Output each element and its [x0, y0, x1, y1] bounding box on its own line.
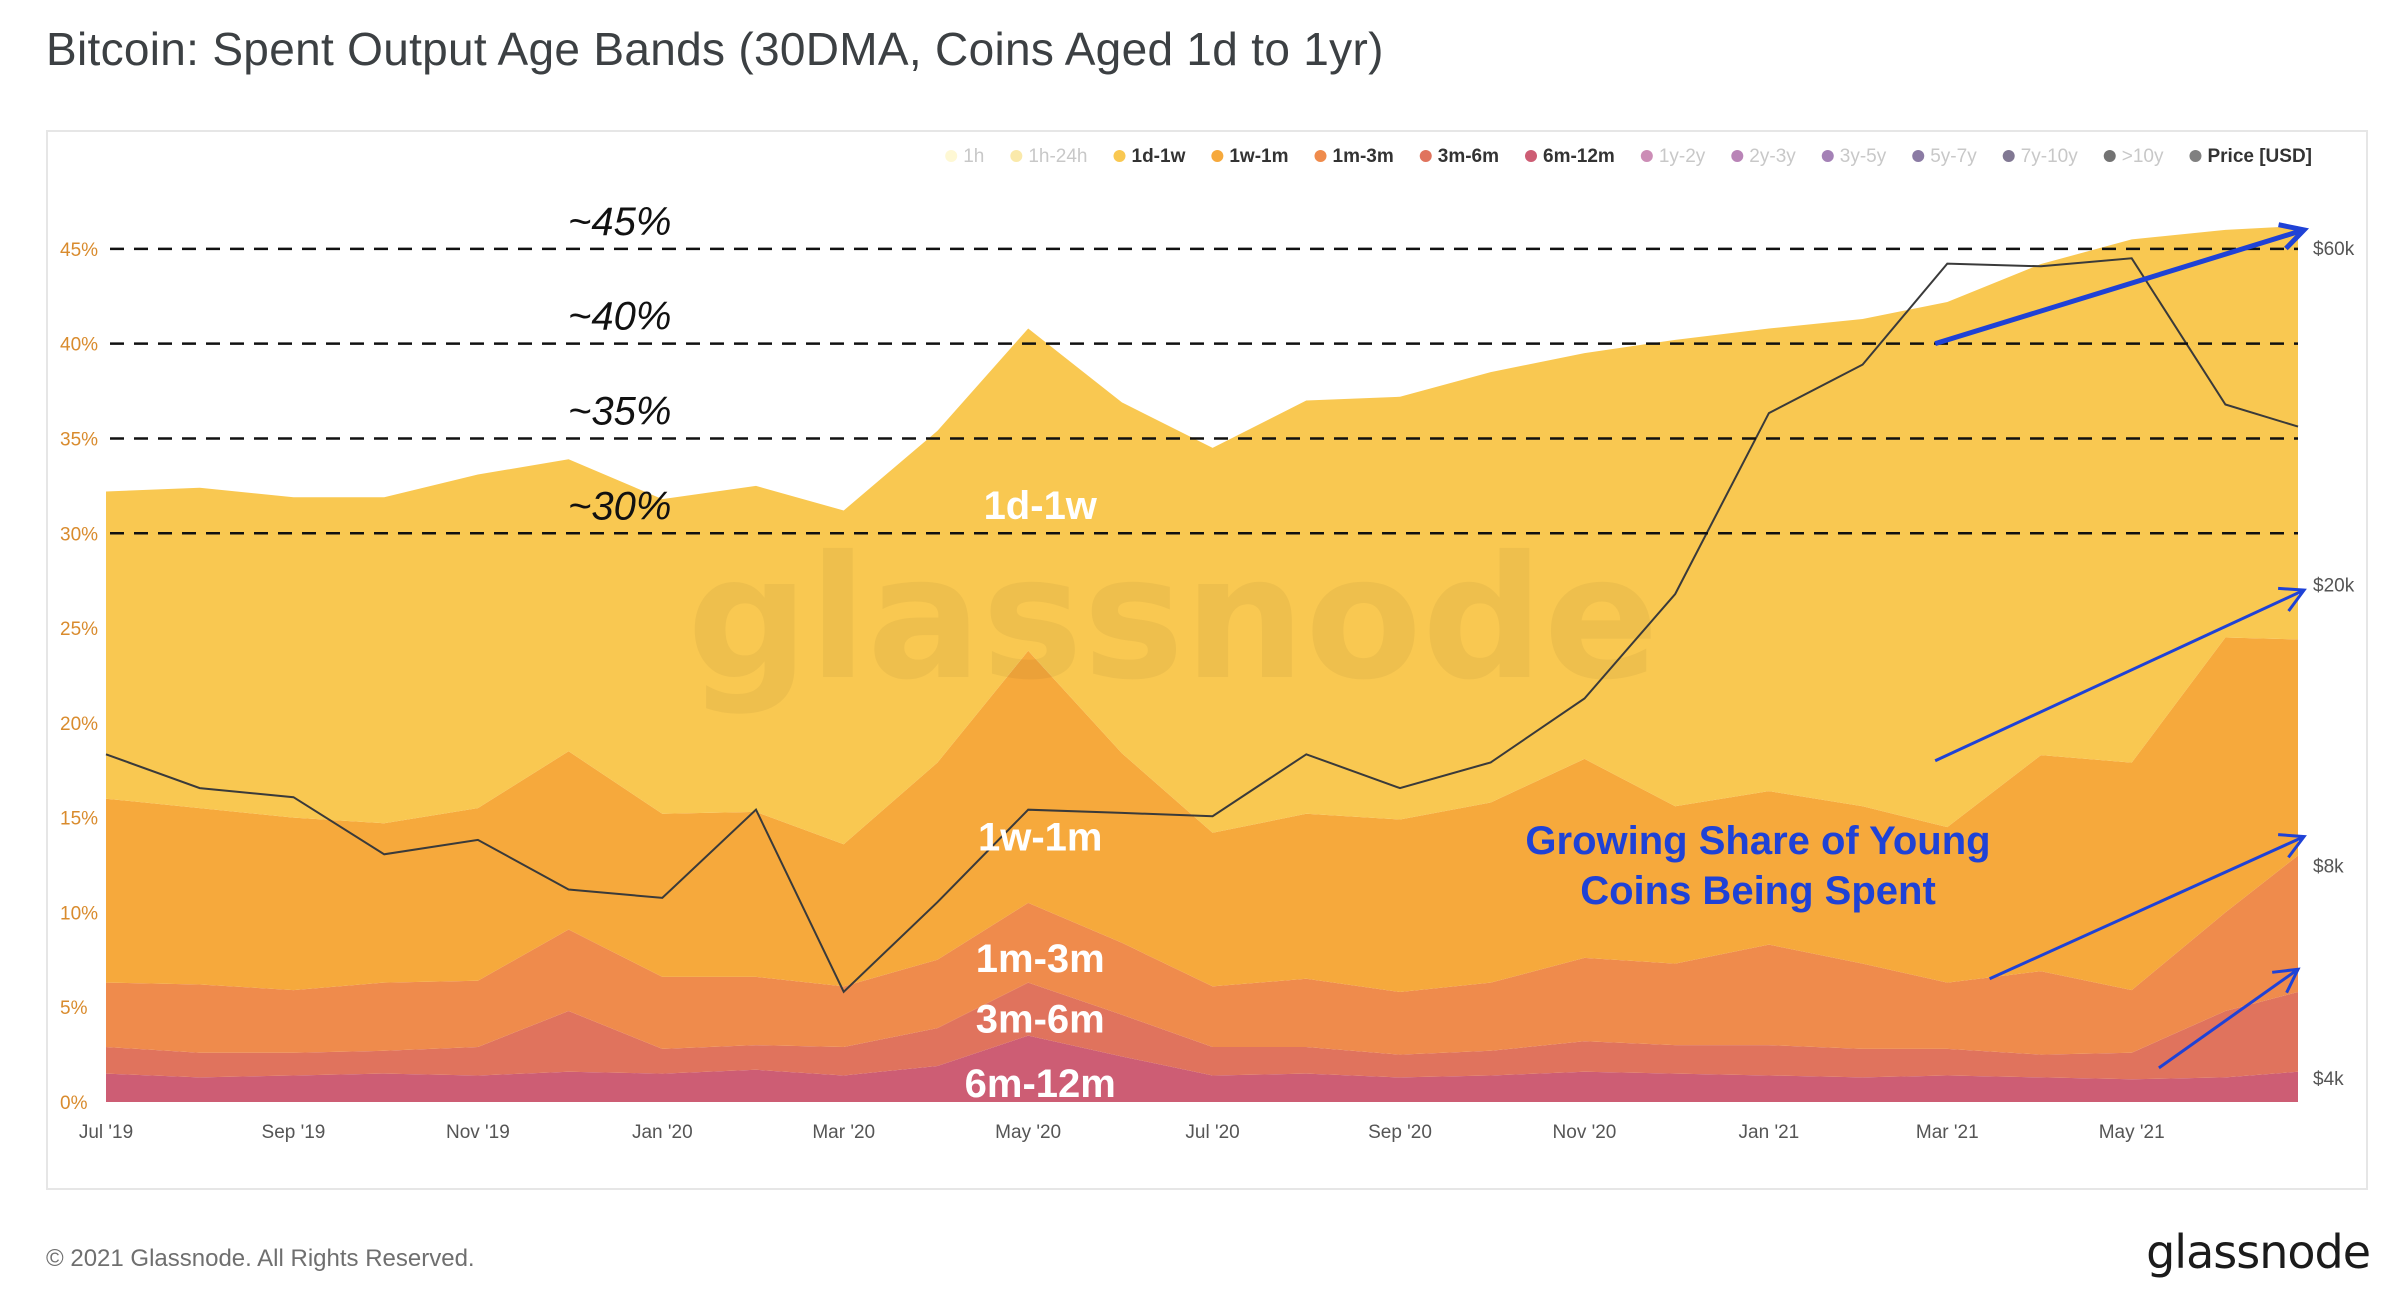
legend-dot: [1821, 150, 1834, 162]
legend-dot: [1314, 150, 1327, 162]
trend-arrow-head-3: [2278, 833, 2307, 859]
y-left-tick: 15%: [60, 809, 98, 830]
legend-dot: [1525, 150, 1537, 162]
legend-label[interactable]: 1d-1w: [1132, 146, 1186, 167]
legend[interactable]: 1h 1h-24h 1d-1w 1w-1m 1m-3m 3m-6m 6m-12m 1y-2y 2…: [945, 146, 2312, 167]
annotation-line-1: Growing Share of Young: [1525, 819, 1990, 863]
x-tick: Jan '21: [1739, 1122, 1800, 1143]
y-left-tick: 45%: [60, 240, 98, 261]
legend-dot: [1211, 150, 1224, 162]
y-left-tick: 10%: [60, 903, 98, 924]
reference-label-40: ~40%: [568, 295, 671, 339]
reference-label-30: ~30%: [568, 484, 671, 528]
x-tick: Sep '20: [1368, 1122, 1432, 1143]
band-6m-12m: [106, 1035, 2298, 1102]
legend-label[interactable]: 1w-1m: [1229, 146, 1288, 167]
trend-arrows: [1934, 222, 2310, 1070]
legend-dot: [1731, 150, 1744, 162]
trend-arrow-4: [2158, 968, 2299, 1070]
legend-dot: [2002, 150, 2015, 162]
band-label-1w-1m: 1w-1m: [978, 816, 1103, 860]
legend-dot: [2103, 150, 2116, 162]
trend-arrow-1: [1934, 227, 2305, 347]
legend-dot: [1912, 150, 1925, 162]
band-label-1d-1w: 1d-1w: [984, 484, 1098, 528]
y-right-tick: $8k: [2313, 857, 2344, 878]
legend-label[interactable]: 6m-12m: [1543, 146, 1615, 167]
x-tick: Mar '21: [1916, 1122, 1979, 1143]
band-1w-1m: [106, 637, 2298, 992]
reference-lines: ~30% ~35% ~40% ~45%: [110, 200, 2298, 535]
x-tick: May '21: [2099, 1122, 2165, 1143]
chart-frame: glassnode ~30% ~35% ~40% ~45% 1d-1w 1w-1m 1m-…: [46, 130, 2368, 1190]
y-right-tick: $20k: [2313, 576, 2355, 597]
legend-label[interactable]: 1y-2y: [1659, 146, 1706, 167]
x-tick: May '20: [995, 1122, 1061, 1143]
y-left-tick: 0%: [60, 1093, 88, 1114]
stacked-bands: [106, 226, 2298, 1102]
band-1m-3m: [106, 855, 2298, 1055]
footer-copyright: © 2021 Glassnode. All Rights Reserved.: [46, 1245, 475, 1272]
trend-arrow-3: [1988, 835, 2305, 981]
legend-label[interactable]: 3y-5y: [1840, 146, 1887, 167]
y-left-tick: 5%: [60, 998, 88, 1019]
legend-label[interactable]: 1h-24h: [1028, 146, 1087, 167]
glassnode-logo[interactable]: glassnode: [2146, 1225, 2371, 1279]
legend-dot: [945, 150, 958, 162]
annotation-line-2: Coins Being Spent: [1580, 869, 1936, 913]
legend-label[interactable]: 1h: [963, 146, 984, 167]
legend-dot: [1010, 150, 1023, 162]
x-tick: Jan '20: [632, 1122, 693, 1143]
x-tick: Jul '20: [1185, 1122, 1239, 1143]
legend-label[interactable]: Price [USD]: [2207, 146, 2312, 167]
x-tick: Jul '19: [79, 1122, 133, 1143]
legend-label[interactable]: 2y-3y: [1749, 146, 1796, 167]
trend-arrow-head-4: [2272, 967, 2301, 994]
price-line-group: [105, 257, 2299, 994]
band-labels: 1d-1w 1w-1m 1m-3m 3m-6m 6m-12m: [965, 484, 1116, 1106]
y-right-tick: $60k: [2313, 239, 2355, 260]
band-label-1m-3m: 1m-3m: [976, 937, 1105, 981]
y-left-tick: 25%: [60, 619, 98, 640]
y-axis-left: 0% 5% 10% 15% 20% 25% 30% 35% 40% 45%: [60, 240, 98, 1114]
legend-label[interactable]: 5y-7y: [1930, 146, 1977, 167]
x-axis: Jul '19 Sep '19 Nov '19 Jan '20 Mar '20 May '…: [79, 1122, 2165, 1143]
y-right-tick: $4k: [2313, 1069, 2344, 1090]
price-line: [105, 257, 2299, 994]
x-tick: Sep '19: [262, 1122, 326, 1143]
legend-dot: [1419, 150, 1432, 162]
y-left-tick: 20%: [60, 714, 98, 735]
legend-dot: [2189, 150, 2202, 162]
legend-label[interactable]: 7y-10y: [2021, 146, 2079, 167]
x-tick: Mar '20: [812, 1122, 875, 1143]
legend-label[interactable]: 1m-3m: [1333, 146, 1394, 167]
band-label-6m-12m: 6m-12m: [965, 1062, 1116, 1106]
spent-output-age-bands-chart: glassnode ~30% ~35% ~40% ~45% 1d-1w 1w-1m 1m-…: [60, 146, 2355, 1143]
reference-label-35: ~35%: [568, 389, 671, 433]
y-left-tick: 35%: [60, 429, 98, 450]
y-axis-right: $4k $8k $20k $60k: [2313, 239, 2355, 1090]
legend-dot: [1640, 150, 1653, 162]
trend-arrow-2: [1934, 588, 2305, 763]
band-label-3m-6m: 3m-6m: [976, 998, 1105, 1042]
y-left-tick: 40%: [60, 335, 98, 356]
legend-label[interactable]: >10y: [2122, 146, 2164, 167]
x-tick: Nov '20: [1553, 1122, 1617, 1143]
page-title: Bitcoin: Spent Output Age Bands (30DMA, …: [46, 23, 1384, 75]
trend-arrow-head-1: [2278, 222, 2310, 251]
y-left-tick: 30%: [60, 524, 98, 545]
watermark-text: glassnode: [687, 520, 1659, 718]
reference-label-45: ~45%: [568, 200, 671, 244]
band-1d-1w: [106, 226, 2298, 845]
trend-arrow-head-2: [2277, 586, 2307, 612]
band-3m-6m: [106, 982, 2298, 1080]
legend-dot: [1113, 150, 1126, 162]
legend-label[interactable]: 3m-6m: [1438, 146, 1499, 167]
x-tick: Nov '19: [446, 1122, 510, 1143]
